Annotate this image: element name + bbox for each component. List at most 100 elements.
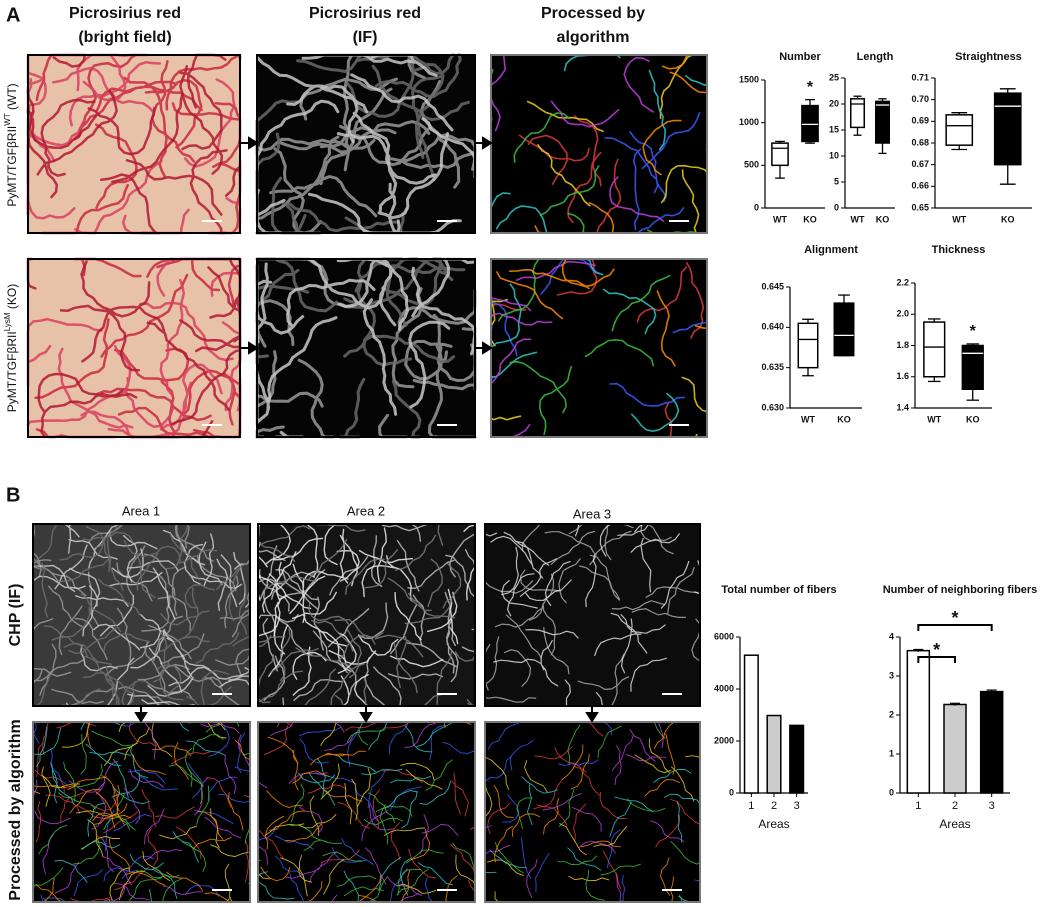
row-label-text: PyMT/TGFβRII [5, 126, 19, 207]
y-tick-label: 0.68 [911, 137, 929, 147]
arrow-head [359, 712, 373, 723]
y-tick-label: 25 [829, 72, 839, 82]
fiber-texture [290, 721, 476, 903]
fiber-texture [526, 54, 708, 234]
box [945, 114, 974, 146]
y-tick-label: 4000 [714, 683, 734, 693]
column-header: (IF) [353, 29, 378, 46]
fiber-texture [518, 115, 622, 234]
y-tick-label: 0.71 [911, 72, 929, 82]
y-tick-label: 0.69 [911, 116, 929, 126]
x-axis-label: Areas [939, 817, 970, 831]
bar [943, 703, 967, 794]
y-tick-label: 0.70 [911, 94, 929, 104]
x-tick-label: 1 [748, 800, 754, 812]
fiber-texture [484, 721, 685, 903]
arrow-head [248, 341, 259, 355]
significance-label: * [951, 608, 958, 628]
arrows [134, 136, 599, 723]
significance-bracket [917, 656, 956, 663]
row-label-sup: LysM [3, 312, 12, 331]
y-tick-label: 0.630 [761, 402, 784, 412]
fiber-texture [497, 258, 671, 435]
y-tick-label: 2000 [714, 735, 734, 745]
y-tick-label: 5 [834, 176, 839, 186]
chart-title: Thickness [932, 244, 986, 256]
x-tick-label: WT [801, 414, 815, 424]
box [801, 104, 819, 143]
y-tick-label: 2.0 [896, 309, 909, 319]
y-tick-label: 0.635 [761, 362, 784, 372]
images [26, 53, 708, 903]
x-tick-label: KO [1001, 214, 1015, 224]
x-tick-label: WT [927, 414, 941, 424]
box [875, 100, 890, 144]
x-tick-label: KO [966, 414, 980, 424]
y-tick-label: 1500 [739, 74, 759, 84]
y-tick-label: 0 [889, 787, 894, 797]
x-axis-label: Areas [758, 817, 789, 831]
arrow-head [248, 136, 259, 150]
arrow-head [585, 712, 599, 723]
row-label-text: (KO) [5, 284, 19, 313]
bar [906, 649, 931, 794]
fiber-texture [257, 721, 454, 903]
y-tick-label: 1 [889, 748, 894, 758]
y-tick-label: 1.4 [896, 402, 909, 412]
y-tick-label: 0 [754, 202, 759, 212]
image-background [491, 259, 707, 437]
y-tick-label: 0 [729, 787, 734, 797]
x-tick-label: WT [773, 214, 787, 224]
significance-bracket [917, 624, 993, 631]
y-tick-label: 1.6 [896, 371, 909, 381]
y-tick-label: 0.66 [911, 181, 929, 191]
box [993, 92, 1022, 166]
bar [766, 714, 782, 794]
box [923, 321, 946, 378]
image-frame [27, 258, 241, 438]
y-tick-label: 10 [829, 150, 839, 160]
image-background [491, 55, 707, 233]
y-tick-label: 2.2 [896, 277, 909, 287]
y-tick-label: 20 [829, 98, 839, 108]
box [771, 142, 789, 167]
bar [743, 654, 759, 794]
y-tick-label: 15 [829, 124, 839, 134]
chart-title: Straightness [955, 51, 1022, 63]
arrow-head [482, 136, 493, 150]
panel-label: A [6, 4, 20, 26]
fiber-texture [260, 721, 472, 903]
box [797, 322, 819, 369]
panel-label: B [6, 484, 20, 506]
row-label: PyMT/TGFβRIIWT (WT) [3, 83, 19, 206]
row-label: CHP (IF) [7, 584, 24, 647]
row-label: PyMT/TGFβRIILysM (KO) [3, 284, 19, 412]
chart-title: Number of neighboring fibers [883, 584, 1038, 596]
image-background [485, 722, 700, 902]
chart-title: Total number of fibers [721, 584, 836, 596]
arrow-head [134, 712, 148, 723]
row-label-sup: WT [3, 113, 12, 126]
bar [789, 724, 805, 794]
y-tick-label: 0.67 [911, 159, 929, 169]
x-tick-label: 3 [794, 800, 800, 812]
column-header: Processed by [541, 5, 645, 22]
box [833, 302, 855, 357]
annotation: * [807, 79, 814, 96]
x-tick-label: 1 [915, 800, 921, 812]
fiber-texture [33, 721, 251, 903]
y-tick-label: 1000 [739, 117, 759, 127]
row-label: Processed by algorithm [7, 719, 24, 900]
column-header: Area 3 [573, 506, 611, 521]
image-frame [27, 54, 241, 234]
bar [979, 690, 1004, 794]
significance-label: * [933, 640, 940, 660]
y-tick-label: 3 [889, 670, 894, 680]
box [850, 98, 865, 129]
row-label-text: PyMT/TGFβRII [5, 331, 19, 412]
y-tick-label: 500 [744, 160, 759, 170]
column-header: Area 2 [347, 503, 385, 518]
fiber-texture [257, 721, 476, 897]
arrow-head [482, 341, 493, 355]
